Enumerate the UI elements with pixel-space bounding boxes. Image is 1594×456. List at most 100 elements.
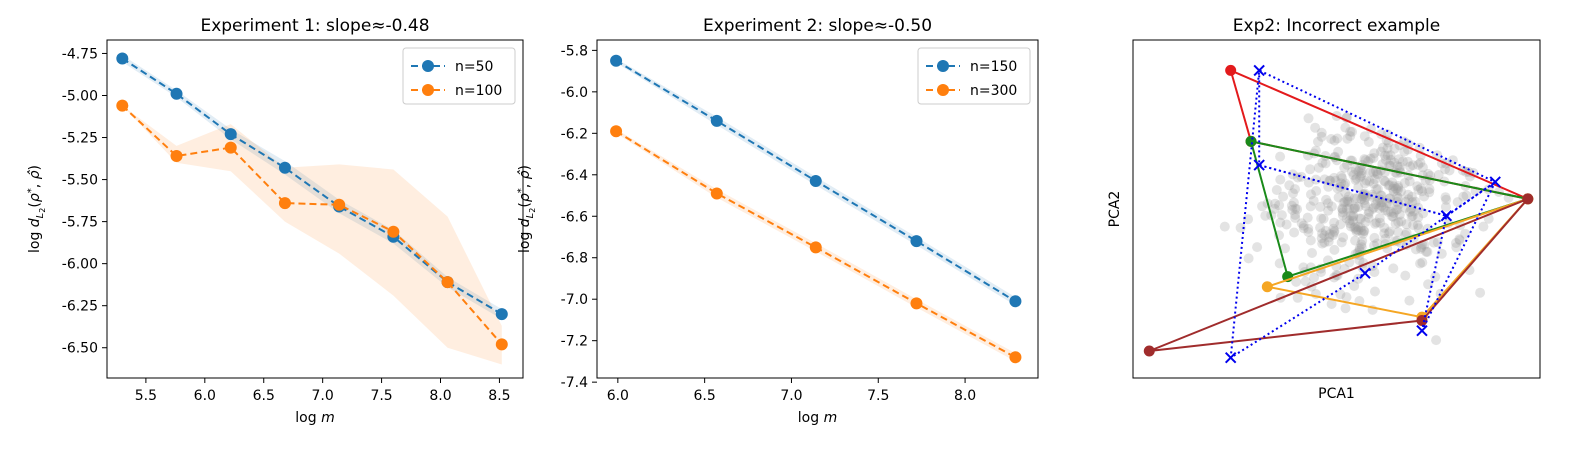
x-tick-label: 7.5 [370,388,392,404]
cloud-point [1428,237,1439,248]
cloud-point [1375,197,1386,208]
cloud-point [1364,176,1375,187]
cloud-point [1392,196,1403,207]
cloud-point [1379,228,1390,239]
y-tick-label: -6.2 [561,126,588,142]
cloud-point [1367,203,1378,214]
cloud-point [1303,227,1314,237]
cloud-point [1353,201,1364,212]
data-point-n=50 [116,52,129,65]
vertex-brown [1143,345,1155,357]
legend-marker-n=50 [422,60,434,72]
y-tick-label: -6.8 [561,251,588,267]
cloud-point [1343,191,1354,202]
x-marker-blue [1489,176,1501,188]
cloud-point [1388,186,1399,197]
cloud-point [1392,161,1403,172]
cloud-point [1341,204,1352,215]
cloud-point [1343,196,1354,207]
legend-marker-n=100 [422,84,434,96]
cloud-point [1316,213,1327,224]
cloud-point [1315,201,1326,212]
cloud-point [1311,186,1322,196]
cloud-point [1329,172,1340,183]
cloud-point [1380,150,1391,161]
cloud-point [1363,212,1374,223]
data-point-n=100 [441,276,454,289]
cloud-point [1324,229,1335,240]
cloud-point [1320,158,1331,169]
cloud-point [1363,156,1374,167]
cloud-point [1454,234,1465,245]
cloud-point [1380,176,1391,187]
cloud-point [1353,225,1364,236]
cloud-point [1361,175,1372,186]
cloud-point [1219,221,1230,232]
cloud-point [1388,263,1399,274]
cloud-point [1351,173,1362,184]
cloud-point [1413,223,1424,234]
confidence-band-n=50 [122,55,502,320]
y-tick-label: -6.4 [561,168,588,184]
cloud-point [1286,200,1297,211]
cloud-point [1356,242,1367,253]
cloud-point [1348,216,1359,226]
cloud-point [1345,218,1355,229]
cloud-point [1396,186,1406,197]
cloud-point [1378,202,1389,213]
data-point-n=150 [1009,295,1022,308]
cloud-point [1461,190,1472,201]
cloud-point [1365,153,1376,164]
y-tick-label: -6.6 [561,209,588,225]
cloud-point [1345,126,1356,137]
legend-label: n=100 [455,83,502,99]
cloud-point [1413,184,1424,195]
cloud-point [1345,221,1356,232]
cloud-point [1360,201,1371,211]
cloud-point [1351,224,1362,235]
cloud-point [1335,289,1346,300]
cloud-point [1338,197,1349,208]
cloud-point [1349,281,1360,291]
cloud-point [1340,122,1351,133]
cloud-point [1416,242,1427,253]
cloud-point [1415,157,1426,168]
cloud-point [1369,267,1380,278]
chart-title: Exp2: Incorrect example [1233,16,1440,36]
cloud-point [1372,169,1383,180]
data-point-n=300 [710,187,723,200]
cloud-point [1290,209,1301,220]
cloud-point [1385,160,1396,171]
cloud-point [1329,217,1340,228]
vertex-green [1245,135,1257,147]
data-point-n=100 [333,198,346,211]
cloud-point [1353,221,1363,232]
cloud-point [1270,198,1281,209]
cloud-point [1415,258,1426,269]
cloud-point [1328,230,1339,240]
data-point-n=50 [224,128,237,141]
cloud-point [1408,160,1418,171]
chart-2: 6.0 6.5 7.0 7.5 8.0 -5.8 -6.0 -6.2 -6.4 -6.6 -6.8 -… [516,16,1039,426]
cloud-point [1355,163,1366,174]
data-point-n=150 [610,54,623,67]
cloud-point [1440,164,1451,175]
cloud-point [1354,255,1365,266]
cloud-point [1321,194,1332,205]
cloud-point [1378,142,1388,153]
cloud-point [1243,214,1254,225]
cloud-point [1341,292,1352,303]
cloud-point [1386,206,1396,217]
cloud-point [1235,222,1246,233]
cloud-point [1332,183,1343,194]
cloud-point [1348,170,1359,180]
cloud-point [1370,218,1381,229]
cloud-point [1393,217,1404,228]
chart-title: Experiment 2: slope≈-0.50 [703,16,932,36]
cloud-point [1298,223,1309,234]
cloud-point [1454,235,1465,246]
cloud-point [1337,210,1348,221]
plot-frame [1132,39,1541,379]
cloud-point [1358,225,1369,236]
cloud-point [1393,227,1404,237]
